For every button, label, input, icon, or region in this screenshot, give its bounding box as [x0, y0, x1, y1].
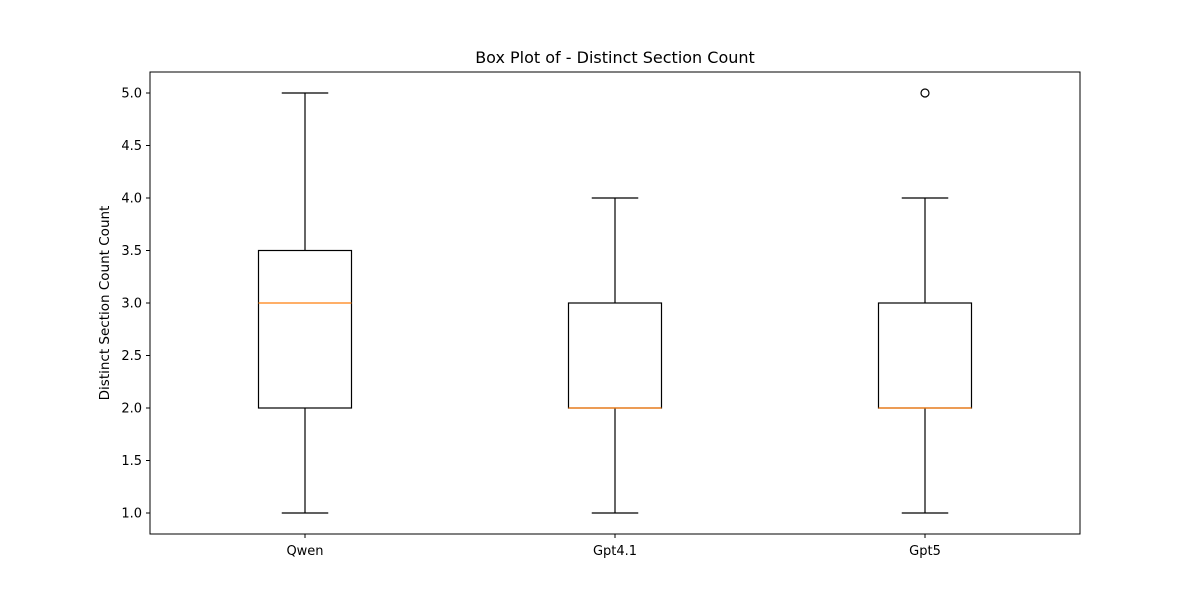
plot-area: 1.0 1.5 2.0 2.5 3.0 3.5 4.0 4.5 5.0 Qwen Gpt4.1 Gpt… — [121, 71, 1081, 559]
box-qwen — [257, 92, 353, 514]
x-tick-label: Gpt4.1 — [593, 544, 637, 559]
x-tick-label: Gpt5 — [909, 544, 941, 559]
y-axis-label: Distinct Section Count Count — [97, 206, 113, 401]
chart-title: Box Plot of - Distinct Section Count — [475, 48, 755, 67]
y-tick-label: 1.0 — [121, 507, 142, 522]
y-tick-label: 3.0 — [121, 297, 142, 312]
x-tick-label: Qwen — [286, 544, 323, 559]
y-tick-label: 2.5 — [121, 349, 142, 364]
iqr-box — [257, 249, 353, 409]
outlier-point — [920, 88, 930, 98]
box-gpt4-1 — [567, 197, 663, 514]
y-tick-label: 5.0 — [121, 87, 142, 102]
y-tick-label: 2.0 — [121, 402, 142, 417]
box-gpt5 — [877, 88, 973, 514]
axes-frame — [149, 71, 1081, 535]
y-tick-label: 4.0 — [121, 192, 142, 207]
y-tick-label: 3.5 — [121, 244, 142, 259]
y-tick-label: 1.5 — [121, 454, 142, 469]
y-tick-label: 4.5 — [121, 139, 142, 154]
